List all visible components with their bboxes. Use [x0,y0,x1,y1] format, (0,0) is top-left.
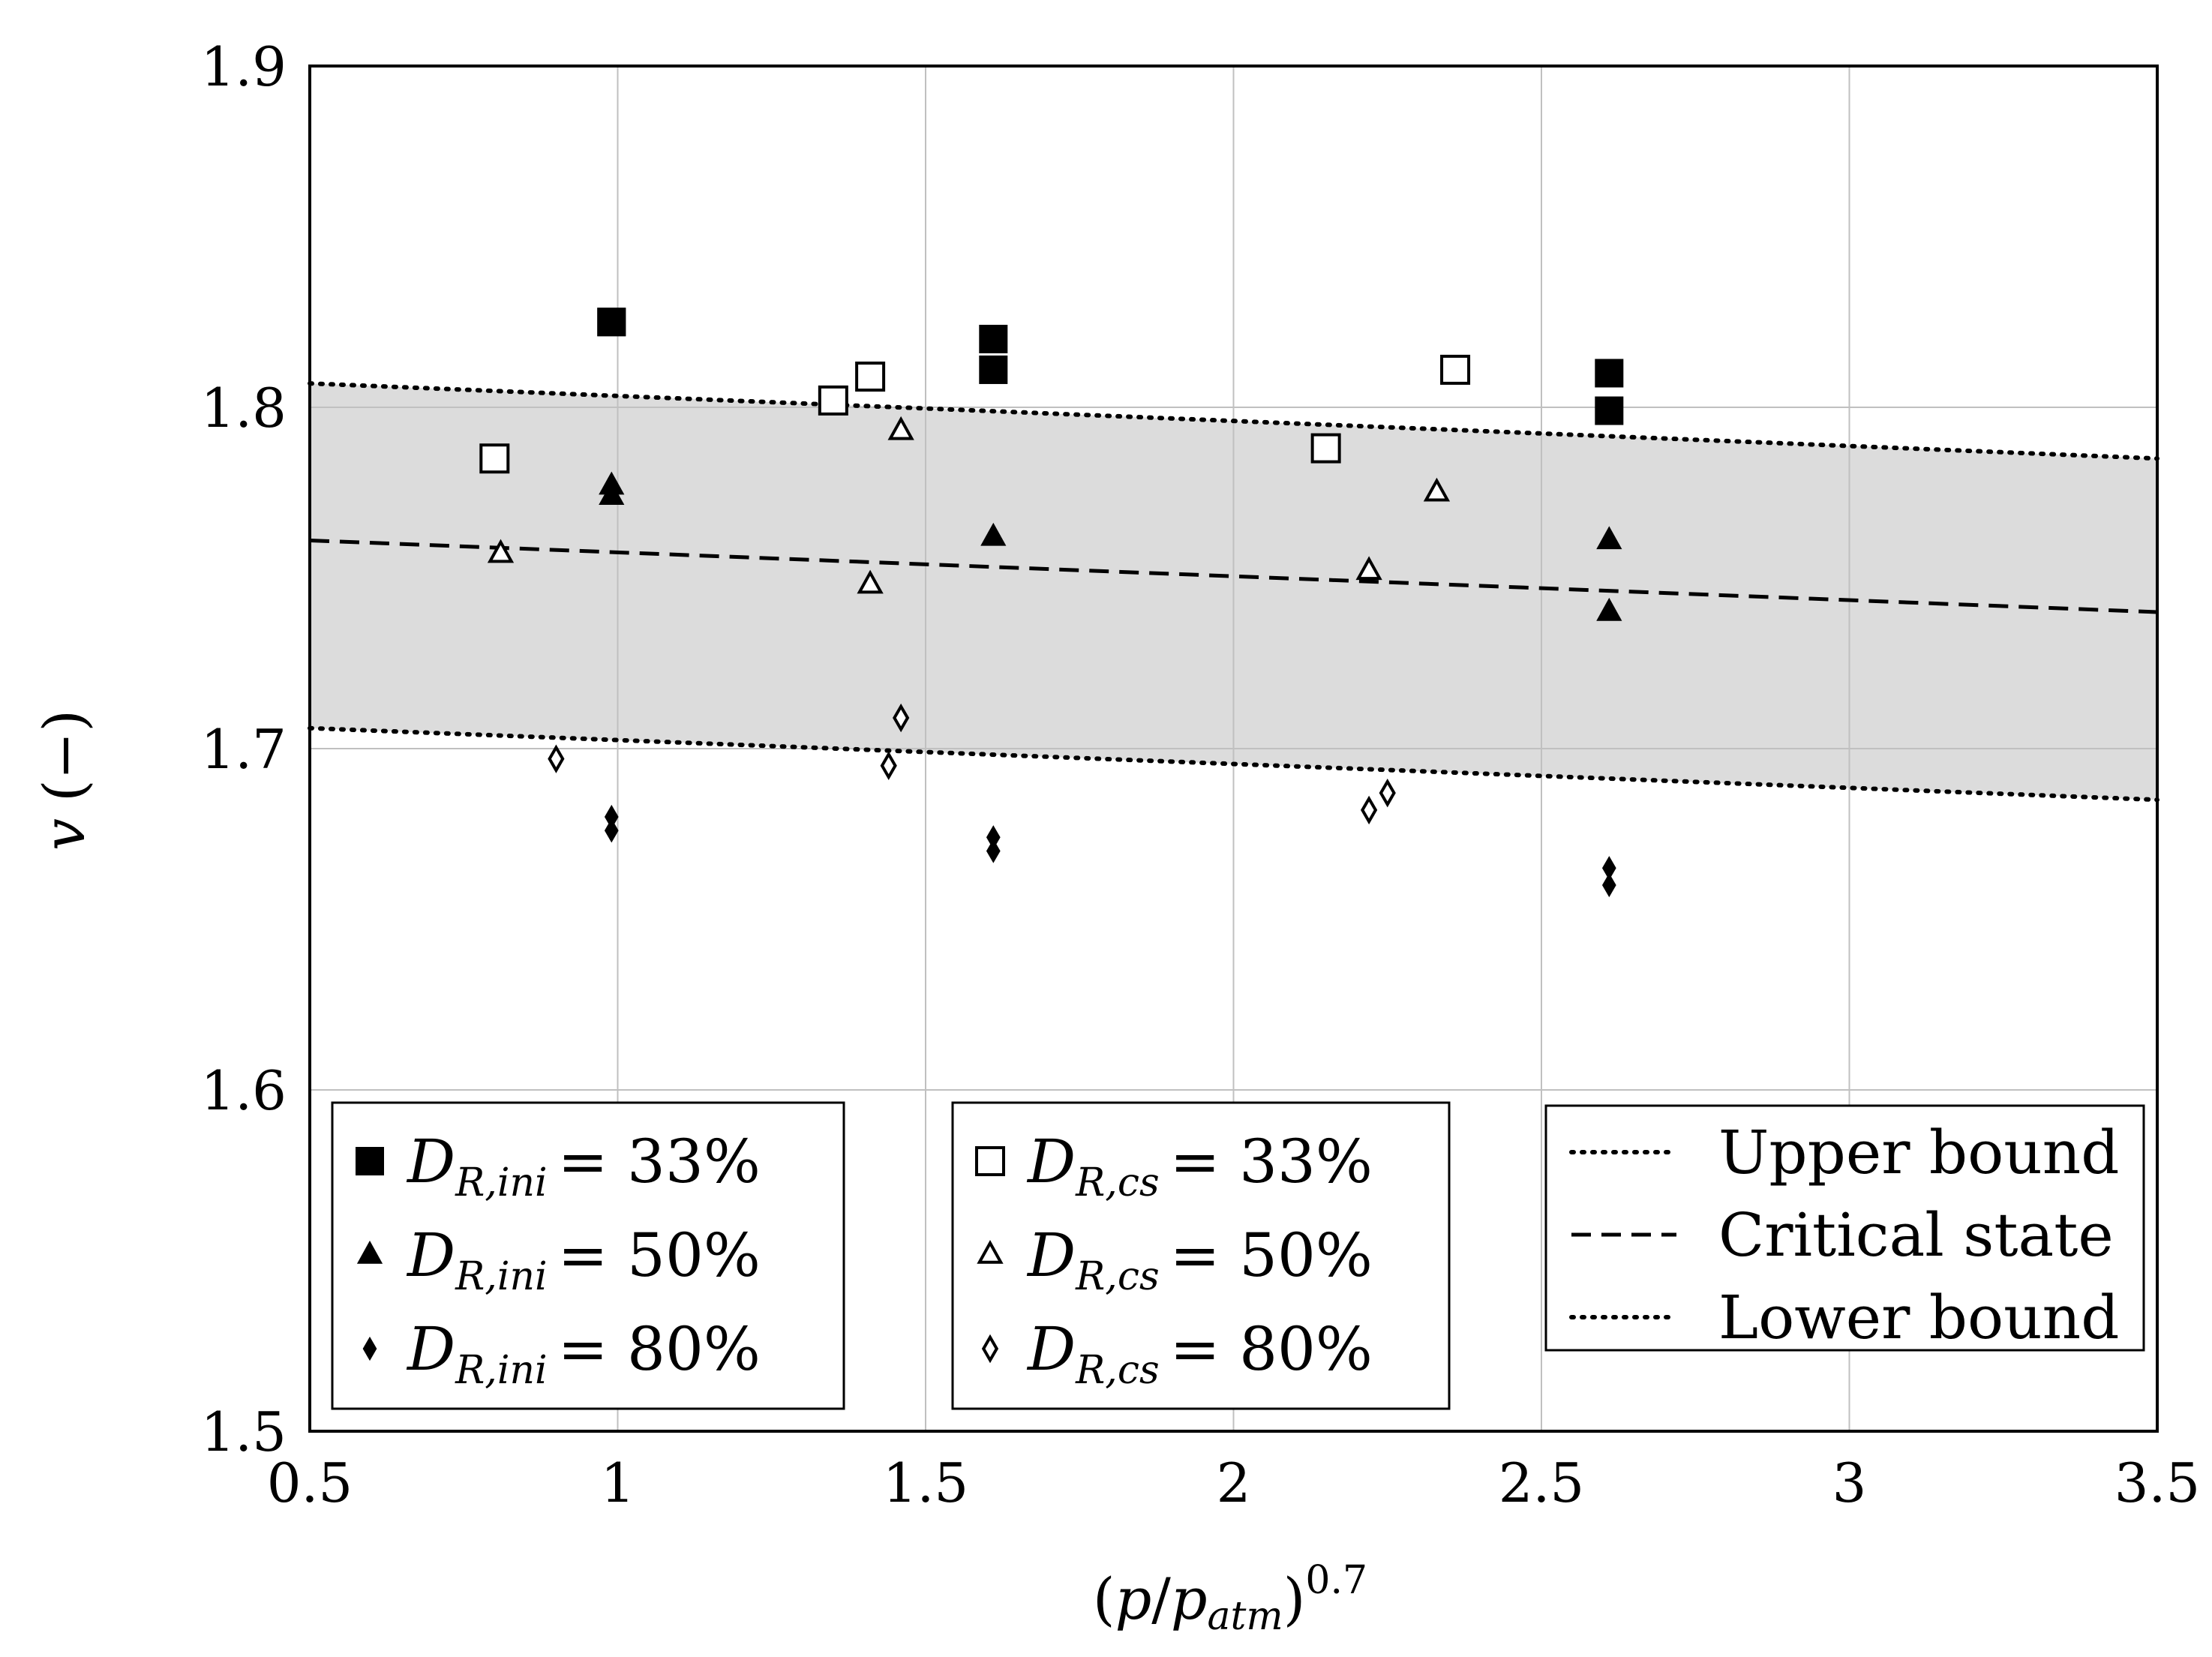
upper-bound-line [308,381,2159,461]
y-tick-label: 1.9 [200,35,287,98]
data-point [887,416,914,440]
y-axis-title: v(−) [31,710,98,851]
x-tick-label: 0.5 [267,1451,353,1514]
tick-labels-layer: 0.5 1 1.5 2 2.5 3 3.5 1.5 1.6 1.7 1.8 1.9 [200,35,2200,1514]
data-point [1423,477,1451,502]
data-point [487,539,515,563]
legend-marker [362,1336,377,1361]
data-point [986,825,1001,850]
points-layer [479,308,1624,898]
data-point [1310,433,1341,464]
x-tick-label: 2.5 [1499,1451,1585,1514]
data-point [548,744,565,773]
legend-frame [1544,1104,2145,1352]
critical-state-line [309,538,2158,614]
y-tick-label: 1.7 [200,718,287,781]
data-point [857,569,884,594]
frame-layer [308,65,2159,1433]
data-point [479,443,510,474]
legend-entry-label: Upper bound [1718,1118,2120,1187]
data-point [599,482,625,505]
legend-box-3: Upper bound Critical state Lower bound [1544,1104,2145,1352]
data-point [1596,597,1622,621]
legend-marker [975,1146,1005,1176]
data-point [979,325,1008,353]
legend-box-2: DR,cs = 33% DR,cs = 50% DR,cs = 80% [951,1101,1451,1410]
x-axis-title: (p/patm)0.7 [1093,1558,1367,1639]
legend-entry-label: Lower bound [1718,1283,2119,1352]
legend-entry-label: DR,cs = 50% [1026,1220,1373,1299]
data-point [980,522,1007,546]
y-tick-label: 1.5 [200,1400,287,1463]
legend-marker [356,1147,384,1175]
lower-bound-line [308,725,2159,803]
data-point [1355,556,1382,581]
data-point [1440,354,1471,385]
data-point [880,751,897,780]
data-point [893,703,910,733]
legend-marker [977,1239,1004,1264]
legend-frame [331,1101,845,1410]
data-point [597,308,626,337]
legend-entry-label: Critical state [1718,1200,2114,1270]
data-point [1601,856,1616,881]
x-tick-label: 1.5 [883,1451,969,1514]
legend-entry-label: DR,ini = 33% [406,1127,761,1205]
lines-layer [308,381,2159,803]
y-tick-label: 1.8 [200,377,287,440]
legend-entry-label: DR,ini = 50% [406,1220,761,1299]
legend-box-1: DR,ini = 33% DR,ini = 50% DR,ini = 80% [331,1101,845,1410]
data-point [979,355,1008,384]
x-tick-label: 2 [1217,1451,1251,1514]
x-tick-label: 1 [601,1451,635,1514]
data-point [604,804,619,830]
legend-marker [356,1240,383,1264]
x-tick-label: 3.5 [2114,1451,2201,1514]
data-point [1595,396,1624,425]
legends-layer: DR,ini = 33% DR,ini = 50% DR,ini = 80% DR,cs = … [331,1101,2145,1410]
data-point [1379,778,1396,808]
data-point [855,362,886,392]
y-tick-label: 1.6 [200,1059,287,1122]
legend-frame [951,1101,1451,1410]
legend-entry-label: DR,ini = 80% [406,1314,761,1393]
legend-marker [981,1334,999,1364]
x-tick-label: 3 [1832,1451,1867,1514]
data-point [986,839,1001,863]
data-point [1361,795,1378,825]
legend-entry-label: DR,cs = 33% [1026,1127,1373,1205]
data-point [604,818,619,843]
legend-entry-label: DR,cs = 80% [1026,1314,1373,1393]
plot-frame [308,65,2159,1433]
data-point [1595,359,1624,388]
data-point [1596,526,1622,550]
data-point [818,385,848,416]
data-point [1601,872,1616,898]
